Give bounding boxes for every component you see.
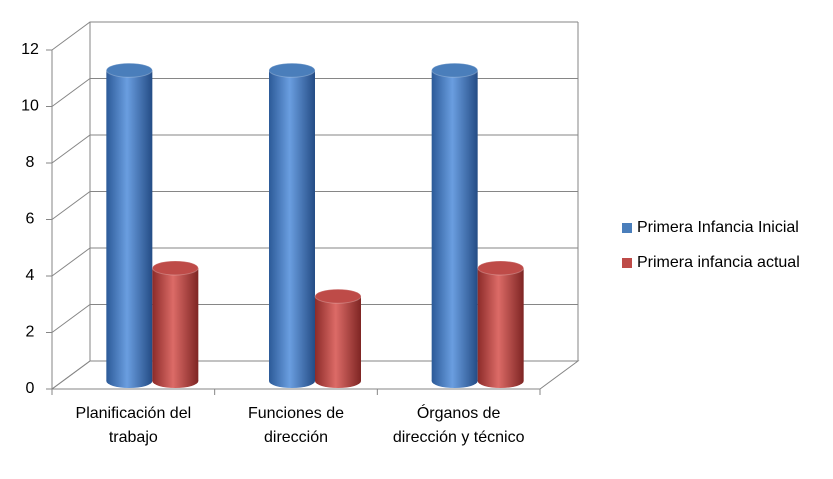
bar-body xyxy=(152,268,199,381)
legend-swatch xyxy=(622,258,632,268)
grid-line xyxy=(51,78,578,107)
grid-line xyxy=(51,191,578,220)
bar xyxy=(151,260,199,388)
y-tick-label: 4 xyxy=(26,267,35,284)
grid-line xyxy=(51,360,578,390)
y-tick-label: 0 xyxy=(26,380,35,397)
legend-label: Primera infancia actual xyxy=(637,254,800,271)
bar xyxy=(477,260,525,388)
bar xyxy=(268,62,316,388)
grid-line xyxy=(51,21,578,51)
x-tick-label: Funciones de dirección xyxy=(247,405,345,446)
bar-top xyxy=(314,288,362,304)
grid-line xyxy=(51,247,578,277)
y-tick-label: 10 xyxy=(21,98,39,115)
bar xyxy=(431,62,479,388)
x-tick-label: Órganos de dirección y técnico xyxy=(392,405,525,446)
bar-top xyxy=(268,62,316,78)
y-tick-label: 8 xyxy=(26,154,35,171)
bar-top xyxy=(105,62,153,78)
grid-line xyxy=(51,304,578,333)
x-tick-label: Planificación del trabajo xyxy=(75,405,192,446)
legend-label: Primera Infancia Inicial xyxy=(637,219,799,236)
y-tick-label: 12 xyxy=(21,41,39,58)
bar-top xyxy=(477,260,525,276)
bar xyxy=(105,62,153,388)
bar-body xyxy=(106,70,153,381)
bar-top xyxy=(431,62,479,78)
grid-line xyxy=(51,134,578,164)
legend-swatch xyxy=(622,223,632,233)
bar-top xyxy=(151,260,199,276)
bar-body xyxy=(269,70,315,381)
bar-body xyxy=(315,296,361,381)
y-tick-label: 2 xyxy=(26,324,35,341)
bar-body xyxy=(431,70,478,381)
y-tick-label: 6 xyxy=(26,211,35,228)
bar xyxy=(314,288,362,388)
bar-body xyxy=(477,268,524,381)
